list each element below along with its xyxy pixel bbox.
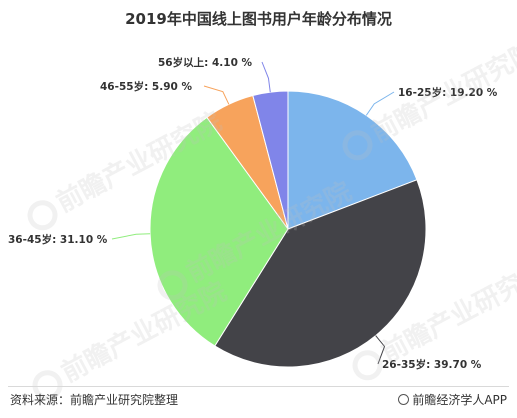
connector-36-45岁 [111, 233, 151, 240]
slice-label-46-55岁: 46-55岁: 5.90 % [100, 80, 192, 93]
label-connectors [111, 61, 395, 365]
connector-56岁以上 [261, 61, 271, 93]
slice-labels: 16-25岁: 19.20 % 26-35岁: 39.70 % 36-45岁: 31… [8, 56, 498, 371]
pie-slice-56岁以上 [252, 90, 289, 230]
slice-label-16-25岁: 16-25岁: 19.20 % [398, 86, 498, 99]
connector-16-25岁 [365, 91, 395, 116]
brand-icon [398, 394, 410, 405]
brand-text: 前瞻经济学人APP [412, 393, 507, 407]
brand-credit: 前瞻经济学人APP [398, 391, 507, 408]
connector-46-55岁 [203, 85, 230, 105]
footer-divider [8, 386, 509, 387]
connector-26-35岁 [375, 335, 386, 365]
slice-label-26-35岁: 26-35岁: 39.70 % [382, 358, 482, 371]
chart-title: 2019年中国线上图书用户年龄分布情况 [125, 10, 392, 28]
source-note: 资料来源：前瞻产业研究院整理 [10, 393, 179, 407]
pie-slices [149, 90, 427, 368]
pie-slice-16-25岁 [287, 90, 418, 230]
slice-label-36-45岁: 36-45岁: 31.10 % [8, 233, 108, 246]
slice-label-56岁以上: 56岁以上: 4.10 % [158, 56, 253, 69]
